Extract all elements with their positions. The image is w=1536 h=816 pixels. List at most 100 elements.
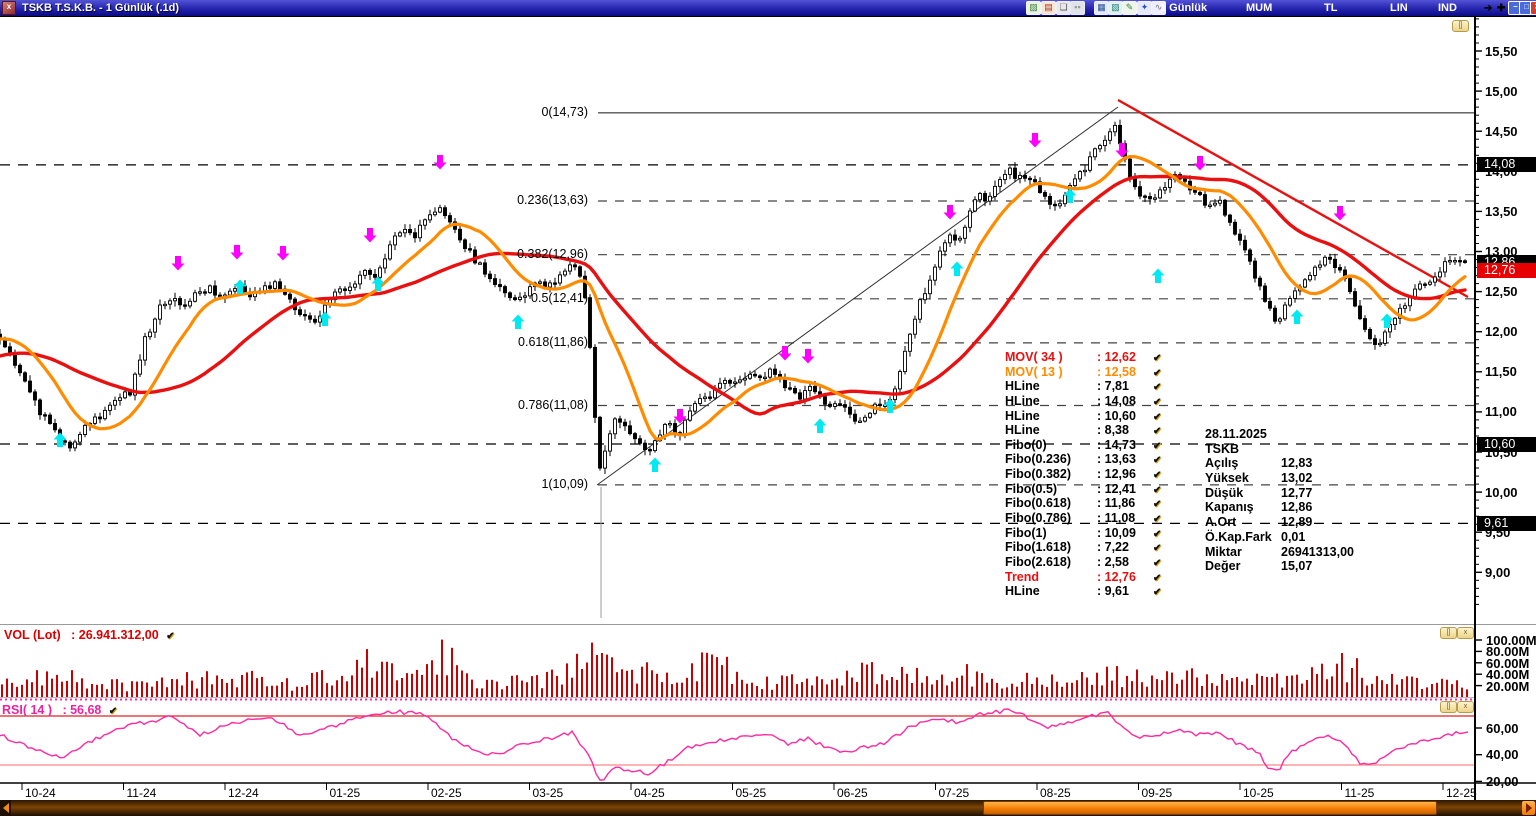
checkmark-icon[interactable]: ✔ bbox=[1153, 396, 1162, 408]
legend-item-value: : 2,58 bbox=[1097, 554, 1129, 569]
legend-item-value: : 10,09 bbox=[1097, 525, 1136, 540]
toolbar-button-1-g-nl-k[interactable]: 1 Günlük bbox=[1160, 2, 1208, 14]
scroll-right-arrow[interactable] bbox=[1522, 801, 1535, 815]
legend-item-label: Trend bbox=[1005, 569, 1040, 584]
tools-icon[interactable]: ✚ bbox=[1497, 2, 1506, 14]
legend-item-value: : 14,73 bbox=[1097, 437, 1136, 452]
infobox-row-label: Ö.Kap.Fark bbox=[1205, 529, 1272, 544]
checkmark-icon[interactable]: ✔ bbox=[1153, 587, 1162, 599]
rsi-pane-header: RSI( 14 ) : 56,68 ✔ bbox=[2, 703, 117, 717]
checkmark-icon[interactable]: ✔ bbox=[1153, 367, 1162, 379]
infobox-row-label: A.Ort bbox=[1205, 515, 1237, 530]
checkmark-icon[interactable]: ✔ bbox=[1153, 426, 1162, 438]
legend-item-value: : 7,22 bbox=[1097, 540, 1129, 555]
checkmark-icon[interactable]: ✔ bbox=[1153, 470, 1162, 482]
time-scrollbar[interactable] bbox=[0, 800, 1536, 816]
chart-panel-icon[interactable]: ▨ bbox=[1026, 1, 1041, 15]
checkmark-icon[interactable]: ✔ bbox=[108, 706, 118, 717]
legend-item-value: : 13,63 bbox=[1097, 452, 1136, 467]
legend-item-value: : 12,41 bbox=[1097, 481, 1136, 496]
rsi-value: : 56,68 bbox=[62, 703, 102, 717]
legend-item-value: : 12,58 bbox=[1097, 364, 1136, 379]
indicator-list-icon[interactable]: ▤ bbox=[1041, 1, 1056, 15]
infobox-row-value: 26941313,00 bbox=[1281, 544, 1354, 559]
legend-item-value: : 11,86 bbox=[1097, 496, 1136, 511]
window-title: TSKB T.S.K.B. - 1 Günlük (.1d) bbox=[22, 2, 180, 14]
volume-pane-close-button[interactable]: x bbox=[1457, 627, 1474, 639]
legend-row: HLine: 8,38 ✔ bbox=[1005, 423, 1161, 438]
checkmark-icon[interactable]: ✔ bbox=[1153, 528, 1162, 540]
legend-item-label: MOV( 34 ) bbox=[1005, 350, 1063, 364]
legend-item-label: Fibo(0) bbox=[1005, 437, 1047, 452]
window-icon[interactable]: ❏ bbox=[1056, 1, 1071, 15]
zigzag-icon[interactable]: ∿ bbox=[1151, 1, 1166, 15]
checkmark-icon[interactable]: ✔ bbox=[1153, 353, 1162, 364]
scrollbar-thumb[interactable] bbox=[983, 801, 1437, 815]
legend-item-label: Fibo(1) bbox=[1005, 525, 1047, 540]
infobox-row-value: 12,77 bbox=[1281, 485, 1313, 500]
legend-row: Trend : 12,76 ✔ bbox=[1005, 570, 1161, 585]
chart-image-icon[interactable]: ▧ bbox=[1108, 1, 1123, 15]
toolbar-button-tl[interactable]: TL bbox=[1324, 2, 1338, 14]
checkmark-icon[interactable]: ✔ bbox=[166, 631, 175, 642]
checkmark-icon[interactable]: ✔ bbox=[1153, 572, 1162, 584]
checkmark-icon[interactable]: ✔ bbox=[1153, 411, 1162, 423]
volume-value: : 26.941.312,00 bbox=[71, 628, 159, 642]
toolbar-button-lin[interactable]: LIN bbox=[1390, 2, 1408, 14]
legend-row: HLine: 7,81 ✔ bbox=[1005, 379, 1161, 394]
legend-row: Fibo(1) : 10,09 ✔ bbox=[1005, 526, 1161, 541]
rsi-pane-close-button[interactable]: x bbox=[1457, 701, 1474, 713]
legend-item-label: Fibo(0.618) bbox=[1005, 496, 1071, 511]
close-icon[interactable]: ✕ bbox=[1530, 1, 1536, 15]
legend-row: Fibo(0.786): 11,08 ✔ bbox=[1005, 511, 1161, 526]
legend-item-label: Fibo(1.618) bbox=[1005, 540, 1071, 555]
legend-item-value: : 12,76 bbox=[1097, 569, 1136, 584]
toolbar-button-mum[interactable]: MUM bbox=[1246, 2, 1273, 14]
checkmark-icon[interactable]: ✔ bbox=[1153, 455, 1162, 467]
legend-item-label: HLine bbox=[1005, 584, 1040, 599]
legend-item-label: HLine bbox=[1005, 408, 1040, 423]
legend-item-value: : 12,96 bbox=[1097, 467, 1136, 482]
infobox-row: Değer 15,07 bbox=[1205, 559, 1354, 574]
checkmark-icon[interactable]: ✔ bbox=[1153, 382, 1162, 394]
legend-item-value: : 12,62 bbox=[1097, 350, 1136, 364]
link-arrow-icon[interactable]: ➔ bbox=[1484, 2, 1493, 14]
compass-icon[interactable]: ✦ bbox=[1137, 1, 1152, 15]
infobox-date: 28.11.2025 bbox=[1205, 427, 1267, 441]
grid-icon[interactable]: ▦ bbox=[1094, 1, 1109, 15]
legend-item-label: Fibo(0.382) bbox=[1005, 467, 1071, 482]
pencil-icon[interactable]: ✎ bbox=[1122, 1, 1137, 15]
legend-item-label: Fibo(0.786) bbox=[1005, 511, 1071, 526]
legend-row: Fibo(0.618) : 11,86 ✔ bbox=[1005, 496, 1161, 511]
scroll-left-arrow[interactable] bbox=[0, 800, 11, 816]
legend-item-label: HLine bbox=[1005, 423, 1040, 438]
infobox-row-value: 0,01 bbox=[1281, 529, 1306, 544]
checkmark-icon[interactable]: ✔ bbox=[1153, 499, 1162, 511]
checkmark-icon[interactable]: ✔ bbox=[1153, 440, 1162, 452]
volume-pane-restore-button[interactable]: [] bbox=[1440, 627, 1457, 639]
rsi-pane-restore-button[interactable]: [] bbox=[1440, 701, 1457, 713]
checkmark-icon[interactable]: ✔ bbox=[1153, 484, 1162, 496]
checkmark-icon[interactable]: ✔ bbox=[1153, 514, 1162, 526]
legend-row: HLine: 9,61 ✔ bbox=[1005, 584, 1161, 599]
legend-row: Fibo(0.5) : 12,41 ✔ bbox=[1005, 482, 1161, 497]
legend-row: Fibo(0.236): 13,63 ✔ bbox=[1005, 452, 1161, 467]
infobox-row-label: Kapanış bbox=[1205, 500, 1254, 515]
checkmark-icon[interactable]: ✔ bbox=[1153, 557, 1162, 569]
toolbar-button-ind[interactable]: IND bbox=[1438, 2, 1457, 14]
legend-item-label: Fibo(0.5) bbox=[1005, 481, 1058, 496]
legend-item-label: Fibo(2.618) bbox=[1005, 554, 1071, 569]
close-chart-icon[interactable]: x bbox=[2, 1, 16, 15]
vendor-logo[interactable]: ▪▪ bbox=[1070, 1, 1085, 15]
infobox-row-value: 12,89 bbox=[1281, 515, 1313, 530]
infobox-row: Kapanış 12,86 bbox=[1205, 500, 1354, 515]
infobox-row-label: Açılış bbox=[1205, 456, 1239, 471]
quote-infobox: 28.11.2025 TSKB Açılış 12,83 Yüksek 13,02 Dü… bbox=[1205, 427, 1354, 574]
main-pane-restore-button[interactable]: [] bbox=[1452, 20, 1469, 32]
checkmark-icon[interactable]: ✔ bbox=[1153, 543, 1162, 555]
infobox-row: Yüksek 13,02 bbox=[1205, 471, 1354, 486]
infobox-row-value: 12,83 bbox=[1281, 456, 1313, 471]
volume-label: VOL (Lot) bbox=[4, 628, 61, 642]
